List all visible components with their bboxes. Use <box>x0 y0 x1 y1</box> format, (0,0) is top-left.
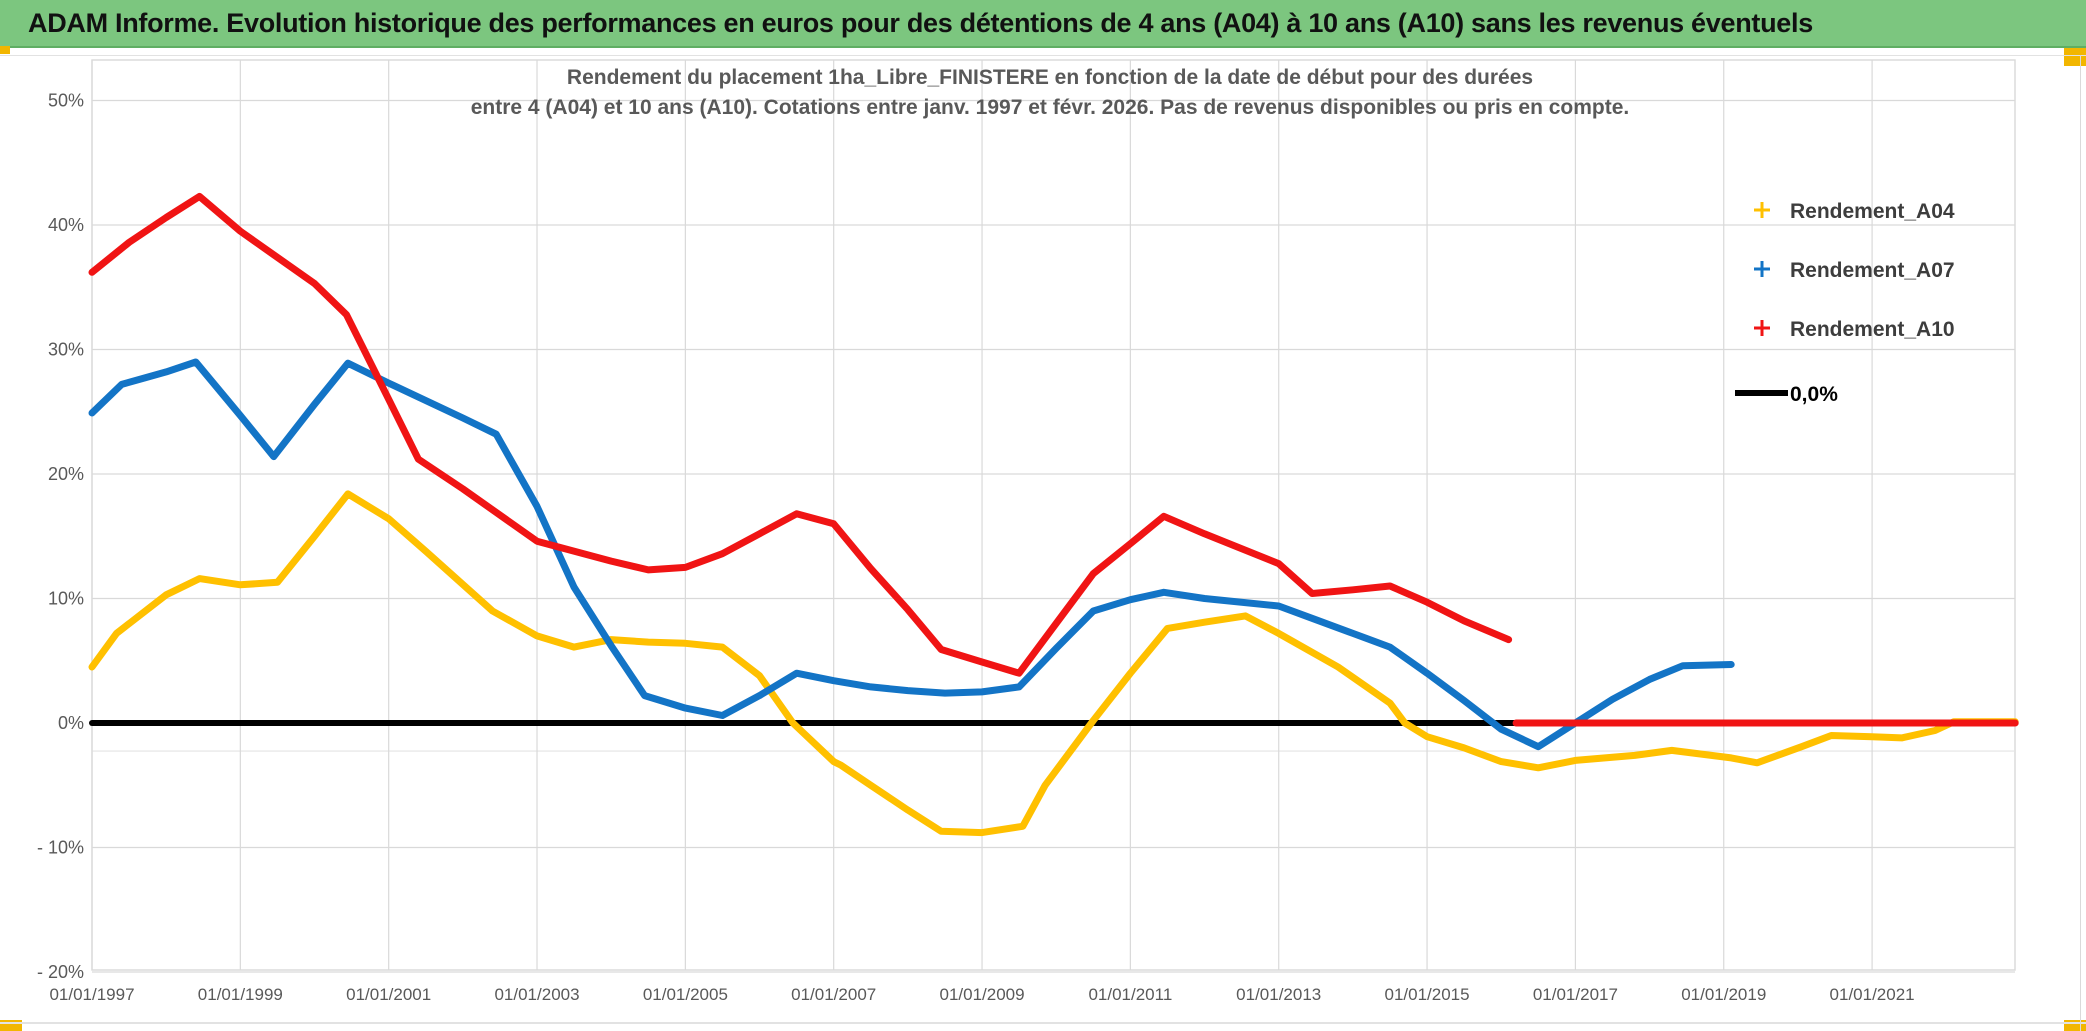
x-tick-label: 01/01/2009 <box>939 985 1024 1004</box>
x-tick-label: 01/01/2001 <box>346 985 431 1004</box>
series-layer <box>88 192 2019 837</box>
legend-label-zero: 0,0% <box>1790 383 1838 406</box>
series-rendement_a07 <box>88 358 1735 751</box>
series-rendement_a10 <box>88 192 1513 677</box>
series-rendement_a04 <box>88 490 2019 837</box>
window-titlebar: ADAM Informe. Evolution historique des p… <box>0 0 2086 48</box>
legend-plus-icon-a07 <box>1754 261 1770 277</box>
chart-legend: Rendement_A04 Rendement_A07 Rendement_A1… <box>1735 200 1955 406</box>
x-tick-label: 01/01/2005 <box>643 985 728 1004</box>
y-tick-label: 20% <box>48 464 84 484</box>
x-tick-label: 01/01/2021 <box>1830 985 1915 1004</box>
x-tick-label: 01/01/2011 <box>1088 985 1172 1004</box>
gold-corner-bottom-left <box>0 1020 22 1031</box>
x-tick-label: 01/01/1997 <box>49 985 134 1004</box>
x-tick-label: 01/01/2007 <box>791 985 876 1004</box>
legend-plus-icon-a10 <box>1754 320 1770 336</box>
y-tick-label: - 10% <box>37 838 84 858</box>
x-tick-label: 01/01/2017 <box>1533 985 1618 1004</box>
gold-corner-bottom-right <box>2064 1020 2086 1031</box>
legend-plus-icon-a04 <box>1754 202 1770 218</box>
x-tick-label: 01/01/2015 <box>1385 985 1470 1004</box>
y-tick-label: 30% <box>48 340 84 360</box>
gold-corner-top-left <box>0 46 10 54</box>
y-tick-label: - 20% <box>37 962 84 982</box>
x-tick-label: 01/01/1999 <box>198 985 283 1004</box>
chart-title-line1: Rendement du placement 1ha_Libre_FINISTE… <box>567 66 1533 89</box>
y-tick-label: 10% <box>48 589 84 609</box>
chart-title-line2: entre 4 (A04) et 10 ans (A10). Cotations… <box>471 96 1630 119</box>
content-bottom-border <box>0 1022 2086 1024</box>
y-tick-label: 40% <box>48 215 84 235</box>
tick-layer: 50% 40% 30% 20% 10% 0% - 10% - 20% 01/01/1997 01/… <box>37 91 1915 1005</box>
legend-label-a07: Rendement_A07 <box>1790 259 1955 282</box>
legend-label-a04: Rendement_A04 <box>1790 200 1955 223</box>
y-tick-label: 0% <box>58 713 84 733</box>
x-tick-label: 01/01/2003 <box>494 985 579 1004</box>
content-right-border <box>2080 55 2081 1031</box>
x-tick-label: 01/01/2013 <box>1236 985 1321 1004</box>
y-tick-label: 50% <box>48 91 84 111</box>
legend-label-a10: Rendement_A10 <box>1790 318 1955 341</box>
x-tick-label: 01/01/2019 <box>1681 985 1766 1004</box>
window-title: ADAM Informe. Evolution historique des p… <box>28 7 1813 38</box>
content-top-border <box>0 55 2086 56</box>
